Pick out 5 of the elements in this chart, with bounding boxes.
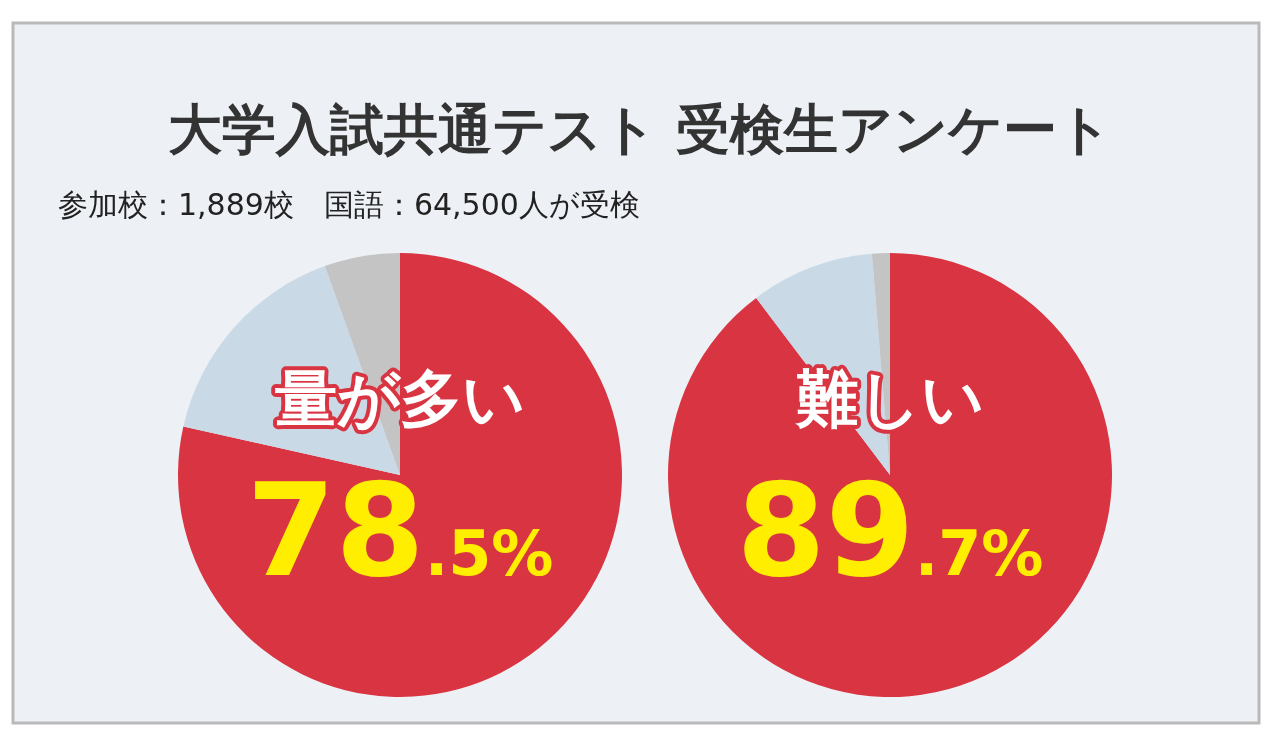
text: 大学入試共通テスト 受検生アンケート: [168, 98, 1112, 161]
text: 量が多い: [275, 362, 525, 435]
data-label: 78.5%: [246, 456, 554, 605]
data-label: 89.7%: [736, 456, 1044, 605]
text: 参加校：1,889校 国語：64,500人が受検: [58, 187, 640, 222]
